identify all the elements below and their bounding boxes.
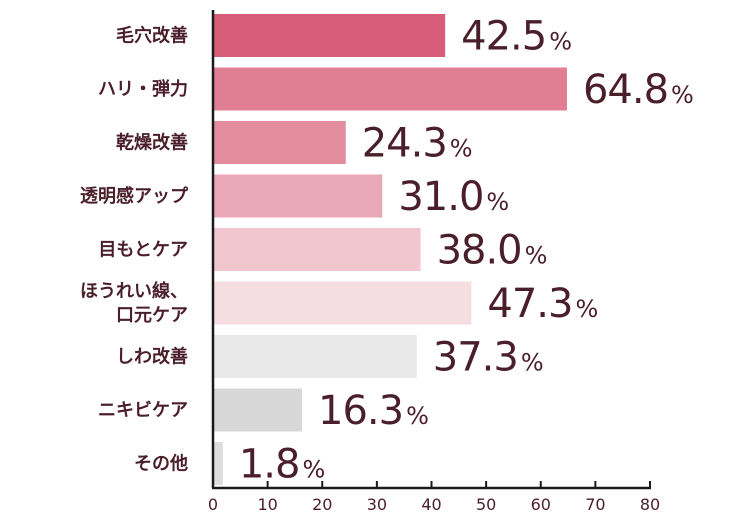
data-label-0: 42.5% [461, 14, 571, 60]
data-label-unit-1: % [671, 81, 693, 109]
bar-2 [213, 121, 346, 164]
x-tick-label-6: 60 [531, 495, 551, 514]
data-label-value-1: 64.8 [583, 67, 668, 113]
data-label-value-7: 16.3 [318, 388, 403, 434]
data-label-1: 64.8% [583, 67, 693, 113]
bar-1 [213, 67, 567, 111]
data-label-value-8: 1.8 [239, 442, 300, 488]
data-label-7: 16.3% [318, 388, 428, 434]
data-label-8: 1.8% [239, 442, 325, 488]
data-label-6: 37.3% [433, 335, 543, 381]
data-label-3: 31.0% [398, 174, 508, 220]
data-label-unit-7: % [406, 402, 428, 430]
data-label-4: 38.0% [437, 228, 547, 274]
x-tick-label-8: 80 [640, 495, 660, 514]
x-tick-label-0: 0 [208, 495, 218, 514]
data-label-value-2: 24.3 [362, 121, 447, 167]
x-tick-label-7: 70 [585, 495, 605, 514]
category-label-8: その他 [134, 453, 188, 475]
x-tick-label-5: 50 [476, 495, 496, 514]
data-label-value-4: 38.0 [437, 228, 522, 274]
data-label-value-0: 42.5 [461, 14, 546, 60]
category-label-6: しわ改善 [116, 346, 188, 368]
category-label-0: 毛穴改善 [116, 25, 188, 47]
bar-7 [213, 388, 303, 432]
category-label-7: ニキビケア [98, 400, 188, 421]
x-tick-label-4: 40 [421, 495, 441, 514]
bar-3 [213, 174, 383, 218]
data-label-unit-4: % [525, 242, 547, 270]
bar-6 [213, 335, 417, 378]
data-label-value-3: 31.0 [398, 174, 483, 220]
data-label-value-5: 47.3 [487, 281, 572, 327]
data-label-2: 24.3% [362, 121, 472, 167]
x-tick-label-1: 10 [257, 495, 277, 514]
data-label-unit-2: % [450, 135, 472, 163]
x-tick-label-2: 20 [312, 495, 332, 514]
data-label-unit-0: % [549, 28, 571, 56]
data-label-unit-6: % [521, 349, 543, 377]
category-label-2: 乾燥改善 [116, 132, 188, 154]
category-label-1: ハリ・弾力 [98, 78, 188, 100]
bar-8 [213, 442, 223, 485]
bar-0 [213, 14, 446, 57]
data-label-unit-3: % [486, 188, 508, 216]
category-label-5-1: 口元ケア [116, 305, 188, 326]
bar-5 [213, 281, 472, 325]
category-label-4: 目もとケア [98, 240, 188, 261]
data-label-unit-5: % [575, 295, 597, 323]
category-label-5-0: ほうれい線、 [80, 280, 188, 302]
x-tick-label-3: 30 [367, 495, 387, 514]
data-label-unit-8: % [302, 456, 324, 484]
data-label-5: 47.3% [487, 281, 597, 327]
category-label-3: 透明感アップ [80, 185, 189, 207]
bar-4 [213, 228, 421, 271]
data-label-value-6: 37.3 [433, 335, 518, 381]
